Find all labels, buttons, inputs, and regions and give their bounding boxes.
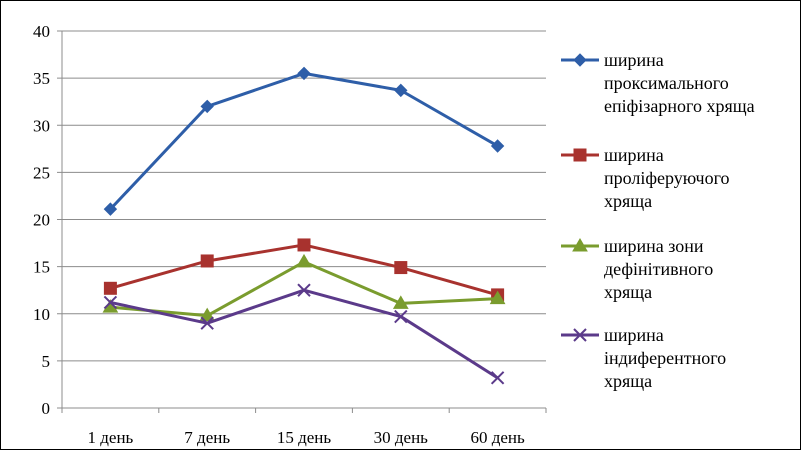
legend-label-4: ширина індиферентного хряща bbox=[604, 325, 726, 391]
y-tick-label: 10 bbox=[33, 305, 50, 324]
legend-marker-3 bbox=[572, 238, 588, 252]
data-point-series-2 bbox=[103, 281, 117, 295]
x-tick-label: 15 день bbox=[277, 428, 332, 447]
y-tick-label: 15 bbox=[33, 258, 50, 277]
data-point-series-4 bbox=[103, 295, 118, 310]
data-point-series-1 bbox=[297, 66, 311, 81]
data-point-series-3 bbox=[199, 307, 216, 322]
data-point-series-3 bbox=[296, 253, 312, 268]
y-tick-label: 5 bbox=[42, 352, 51, 371]
data-point-series-2 bbox=[200, 254, 214, 268]
data-point-series-1 bbox=[200, 99, 214, 114]
x-tick-label: 60 день bbox=[470, 428, 525, 447]
data-point-series-1 bbox=[490, 139, 505, 153]
x-tick-label: 30 день bbox=[374, 428, 429, 447]
data-point-series-1 bbox=[394, 83, 408, 98]
data-point-series-3 bbox=[489, 290, 506, 305]
data-point-series-4 bbox=[490, 371, 505, 385]
y-tick-label: 35 bbox=[33, 69, 50, 88]
legend-label-3: ширина зони дефінітивного хряща bbox=[604, 236, 713, 302]
y-tick-label: 0 bbox=[42, 399, 51, 418]
data-point-series-4 bbox=[200, 316, 214, 330]
series-line-4 bbox=[110, 288, 499, 380]
series-line-2 bbox=[109, 243, 499, 297]
data-point-series-2 bbox=[297, 238, 311, 252]
x-tick-label: 1 день bbox=[88, 428, 134, 447]
data-point-series-4 bbox=[394, 309, 408, 324]
y-tick-label: 30 bbox=[33, 116, 50, 135]
legend-marker-4 bbox=[573, 328, 587, 342]
legend-label-2: ширина проліферуючого хряща bbox=[604, 145, 730, 211]
legend-marker-2 bbox=[573, 148, 587, 162]
data-point-series-4 bbox=[297, 283, 311, 297]
legend-marker-1 bbox=[573, 53, 587, 67]
y-tick-label: 20 bbox=[33, 211, 50, 230]
x-tick-label: 7 день bbox=[184, 428, 230, 447]
y-tick-label: 25 bbox=[33, 163, 50, 182]
data-point-series-2 bbox=[394, 261, 408, 275]
legend-label-1: ширина проксимального епіфізарного хряща bbox=[604, 50, 755, 116]
series-line-1 bbox=[109, 71, 499, 211]
data-point-series-1 bbox=[103, 202, 118, 216]
data-point-series-3 bbox=[392, 295, 409, 309]
y-tick-label: 40 bbox=[33, 22, 50, 41]
